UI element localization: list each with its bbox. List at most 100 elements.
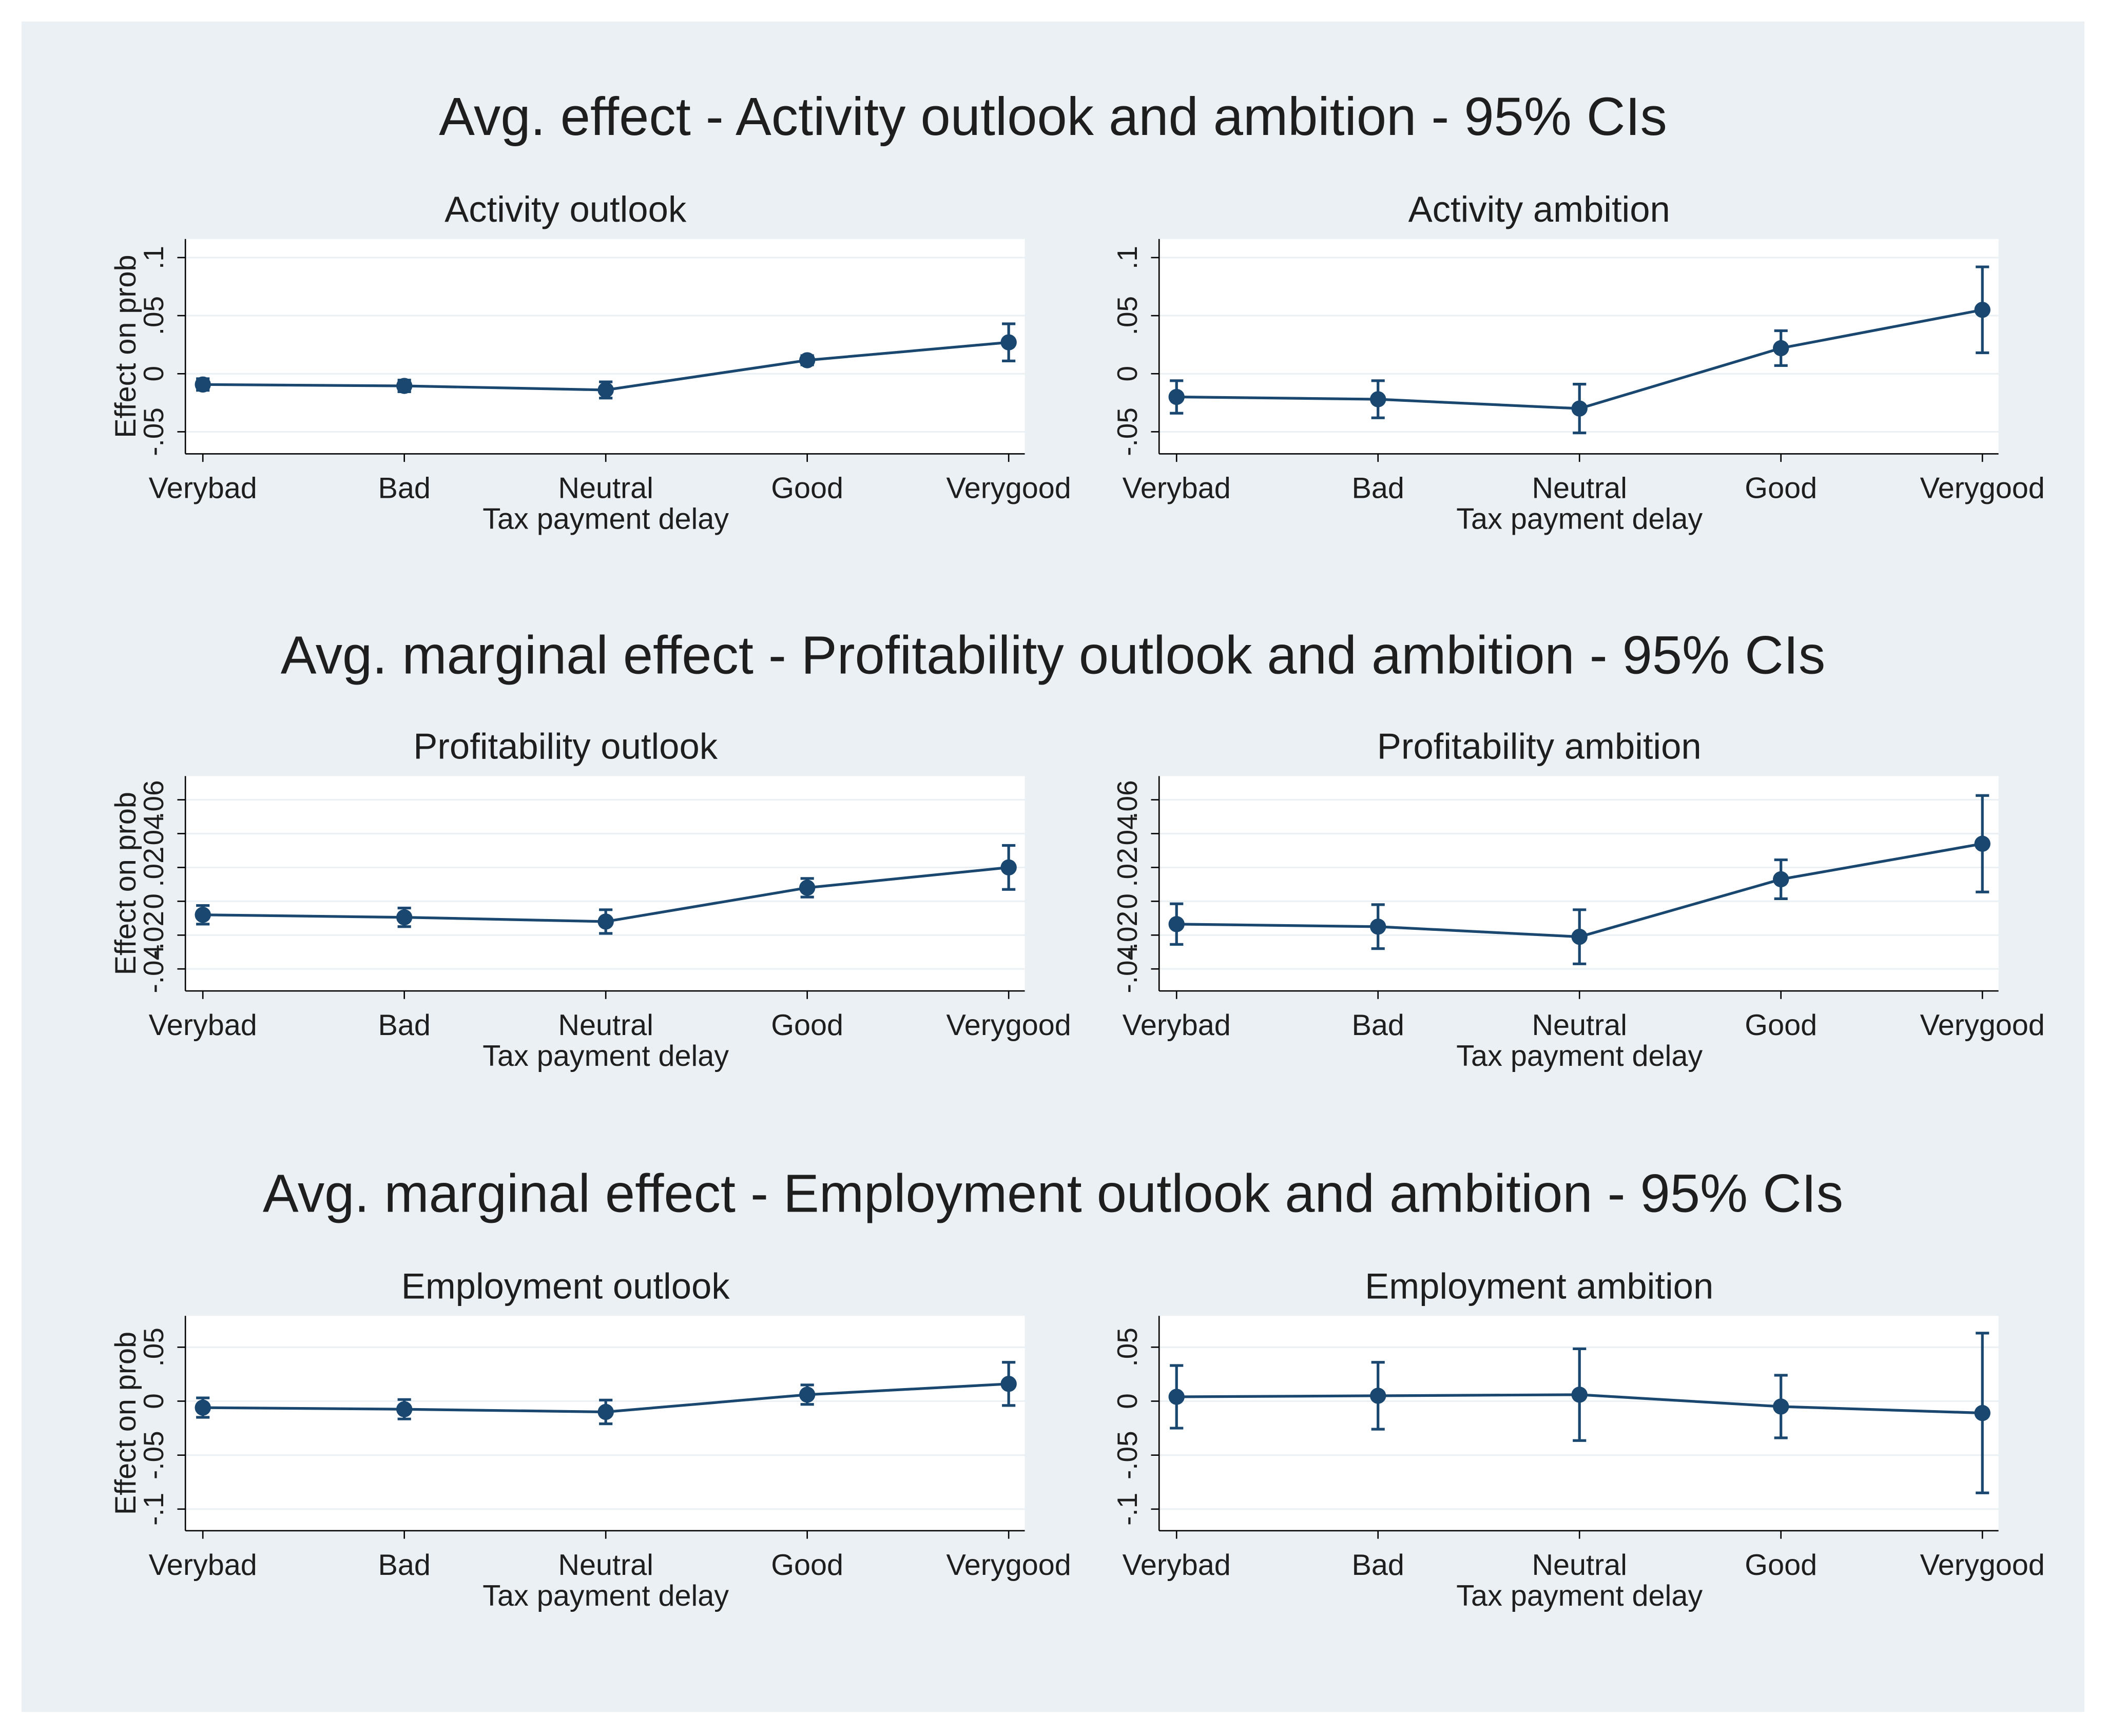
point bbox=[597, 913, 614, 930]
x-tick-label: Neutral bbox=[558, 1009, 653, 1042]
y-axis-label: Effect on prob bbox=[109, 1332, 142, 1515]
y-tick-label: .1 bbox=[138, 246, 169, 269]
x-axis-label: Tax payment delay bbox=[482, 1579, 729, 1612]
y-tick-label: .05 bbox=[138, 1328, 169, 1367]
y-tick-label: -.1 bbox=[1111, 1493, 1143, 1526]
x-tick-label: Verybad bbox=[1123, 1549, 1231, 1582]
point bbox=[1571, 400, 1588, 417]
chart-title: Activity ambition bbox=[1408, 189, 1670, 229]
point bbox=[597, 382, 614, 398]
y-axis-label: Effect on prob bbox=[109, 792, 142, 975]
x-tick-label: Verygood bbox=[1920, 1009, 2045, 1042]
x-tick-label: Verygood bbox=[946, 1009, 1071, 1042]
x-tick-label: Verygood bbox=[1920, 1549, 2045, 1582]
x-tick-label: Good bbox=[1745, 472, 1817, 504]
y-tick-label: .05 bbox=[1111, 1328, 1143, 1367]
x-tick-label: Bad bbox=[378, 1549, 430, 1582]
y-axis-label: Effect on prob bbox=[109, 255, 142, 438]
x-tick-label: Verybad bbox=[1123, 472, 1231, 504]
chart-title: Activity outlook bbox=[445, 189, 687, 229]
x-tick-label: Bad bbox=[1352, 1549, 1404, 1582]
y-tick-label: -.05 bbox=[1111, 1431, 1143, 1479]
y-tick-label: 0 bbox=[1111, 1393, 1143, 1409]
y-tick-label: 0 bbox=[1111, 366, 1143, 382]
x-tick-label: Neutral bbox=[558, 472, 653, 504]
point bbox=[1974, 1405, 1991, 1421]
x-tick-label: Verybad bbox=[149, 1549, 257, 1582]
point bbox=[1772, 1398, 1789, 1415]
point bbox=[1370, 391, 1386, 407]
y-tick-label: .05 bbox=[138, 296, 169, 335]
group-title: Avg. marginal effect - Employment outloo… bbox=[263, 1164, 1843, 1224]
point bbox=[396, 1401, 413, 1417]
chart-title: Profitability outlook bbox=[413, 726, 718, 767]
y-tick-label: -.04 bbox=[1111, 945, 1143, 993]
point bbox=[1168, 1389, 1185, 1405]
x-tick-label: Neutral bbox=[1532, 1009, 1627, 1042]
x-tick-label: Bad bbox=[1352, 1009, 1404, 1042]
x-tick-label: Neutral bbox=[558, 1549, 653, 1582]
y-tick-label: -.05 bbox=[138, 1431, 169, 1479]
y-tick-label: .1 bbox=[1111, 246, 1143, 269]
point bbox=[1571, 1387, 1588, 1403]
y-tick-label: 0 bbox=[138, 366, 169, 382]
x-axis-label: Tax payment delay bbox=[1456, 1040, 1703, 1072]
point bbox=[1000, 859, 1017, 876]
point bbox=[1168, 916, 1185, 932]
point bbox=[1000, 1376, 1017, 1392]
x-tick-label: Good bbox=[1745, 1549, 1817, 1582]
plot-area bbox=[185, 239, 1025, 454]
x-tick-label: Verygood bbox=[1920, 472, 2045, 504]
group-title: Avg. effect - Activity outlook and ambit… bbox=[439, 87, 1667, 147]
x-tick-label: Bad bbox=[378, 472, 430, 504]
y-tick-label: -.05 bbox=[1111, 407, 1143, 456]
point bbox=[799, 1387, 816, 1403]
x-tick-label: Verybad bbox=[149, 472, 257, 504]
point bbox=[396, 378, 413, 394]
point bbox=[1974, 302, 1991, 318]
y-tick-label: .05 bbox=[1111, 296, 1143, 335]
point bbox=[195, 907, 211, 923]
x-tick-label: Good bbox=[771, 1009, 843, 1042]
x-axis-label: Tax payment delay bbox=[1456, 502, 1703, 535]
x-tick-label: Good bbox=[1745, 1009, 1817, 1042]
x-tick-label: Verybad bbox=[1123, 1009, 1231, 1042]
x-tick-label: Bad bbox=[378, 1009, 430, 1042]
x-tick-label: Good bbox=[771, 472, 843, 504]
x-tick-label: Verygood bbox=[946, 1549, 1071, 1582]
y-tick-label: .06 bbox=[1111, 780, 1143, 819]
point bbox=[396, 909, 413, 926]
y-tick-label: .04 bbox=[138, 814, 169, 853]
y-tick-label: -.02 bbox=[1111, 911, 1143, 960]
chart-title: Employment ambition bbox=[1365, 1266, 1713, 1306]
x-axis-label: Tax payment delay bbox=[482, 502, 729, 535]
point bbox=[1571, 928, 1588, 945]
point bbox=[1772, 340, 1789, 357]
point bbox=[597, 1403, 614, 1420]
group-title: Avg. marginal effect - Profitability out… bbox=[281, 625, 1825, 685]
point bbox=[195, 1399, 211, 1416]
x-axis-label: Tax payment delay bbox=[1456, 1579, 1703, 1612]
y-tick-label: .02 bbox=[138, 848, 169, 887]
x-tick-label: Good bbox=[771, 1549, 843, 1582]
point bbox=[799, 880, 816, 896]
point bbox=[195, 376, 211, 393]
chart-title: Employment outlook bbox=[401, 1266, 730, 1306]
y-tick-label: -.1 bbox=[138, 1493, 169, 1526]
plot-area bbox=[185, 776, 1025, 991]
point bbox=[1974, 835, 1991, 852]
y-tick-label: 0 bbox=[138, 893, 169, 909]
chart-title: Profitability ambition bbox=[1377, 726, 1702, 767]
point bbox=[799, 352, 816, 368]
point bbox=[1772, 871, 1789, 888]
point bbox=[1000, 334, 1017, 350]
y-tick-label: 0 bbox=[1111, 893, 1143, 909]
y-tick-label: 0 bbox=[138, 1393, 169, 1409]
x-tick-label: Bad bbox=[1352, 472, 1404, 504]
point bbox=[1168, 388, 1185, 405]
y-tick-label: -.02 bbox=[138, 911, 169, 960]
y-tick-label: .04 bbox=[1111, 814, 1143, 853]
x-tick-label: Neutral bbox=[1532, 1549, 1627, 1582]
point bbox=[1370, 1388, 1386, 1404]
